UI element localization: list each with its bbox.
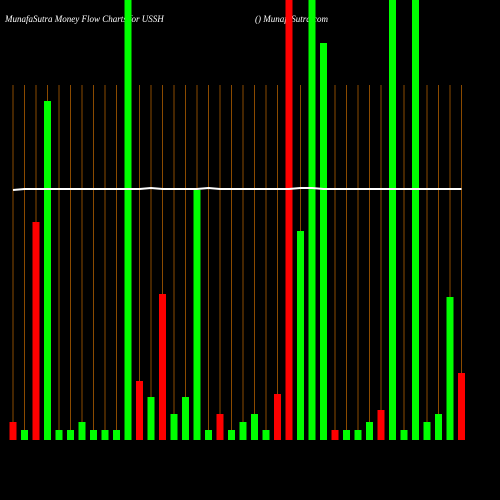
bar bbox=[400, 430, 408, 440]
bar bbox=[9, 422, 17, 440]
bar bbox=[182, 397, 189, 440]
bar bbox=[44, 101, 51, 440]
bar bbox=[354, 430, 362, 440]
bar bbox=[32, 222, 40, 440]
bar bbox=[251, 414, 258, 440]
bar bbox=[159, 294, 166, 440]
bar bbox=[67, 430, 74, 440]
bar bbox=[205, 430, 212, 440]
bar bbox=[239, 422, 247, 440]
bar bbox=[136, 381, 143, 440]
bar bbox=[274, 394, 281, 440]
bar bbox=[389, 0, 396, 440]
bar bbox=[262, 430, 270, 440]
bar bbox=[78, 422, 86, 440]
bar bbox=[435, 414, 442, 440]
bar bbox=[216, 414, 224, 440]
bar bbox=[90, 430, 97, 440]
bar bbox=[124, 0, 132, 440]
bar bbox=[446, 297, 454, 440]
bar bbox=[331, 430, 339, 440]
bar bbox=[193, 190, 201, 440]
bar bbox=[101, 430, 109, 440]
bar bbox=[55, 430, 63, 440]
bar bbox=[412, 0, 419, 440]
bar bbox=[423, 422, 431, 440]
bar bbox=[320, 43, 327, 440]
bar bbox=[308, 0, 316, 440]
bar bbox=[21, 430, 28, 440]
chart-title: MunafaSutra Money Flow Charts for USSH bbox=[4, 14, 164, 24]
bar bbox=[343, 430, 350, 440]
bar bbox=[285, 0, 293, 440]
bar bbox=[147, 397, 155, 440]
bar bbox=[366, 422, 373, 440]
bar bbox=[458, 373, 465, 440]
bar bbox=[377, 410, 385, 440]
bar bbox=[228, 430, 235, 440]
bar bbox=[297, 231, 304, 440]
bar bbox=[170, 414, 178, 440]
bar bbox=[113, 430, 120, 440]
money-flow-line bbox=[12, 186, 462, 191]
